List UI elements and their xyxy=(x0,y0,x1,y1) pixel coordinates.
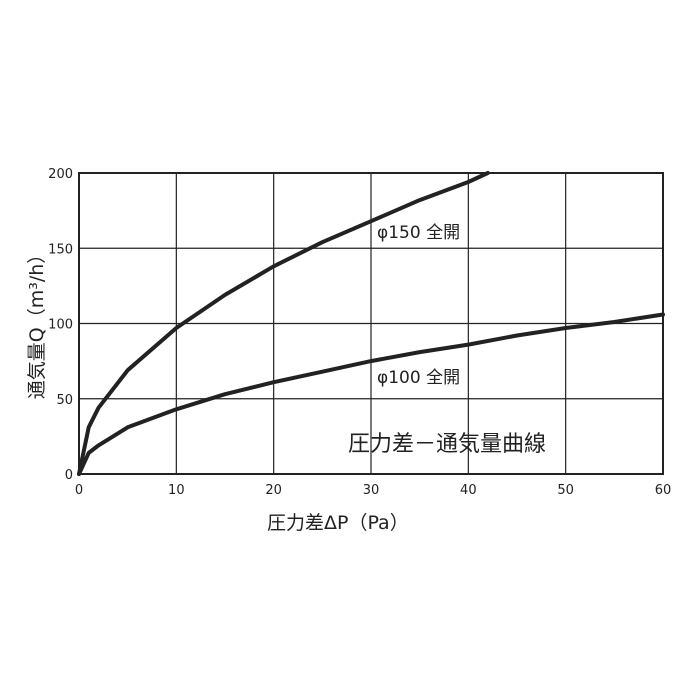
x-tick-label: 30 xyxy=(363,483,380,498)
grid-layer xyxy=(79,173,663,474)
x-tick-label: 0 xyxy=(75,483,83,498)
x-tick-label: 10 xyxy=(168,483,185,498)
x-axis-title: 圧力差ΔP（Pa） xyxy=(267,512,409,534)
series-label-phi150: φ150 全開 xyxy=(377,223,460,243)
series-line-phi100 xyxy=(77,312,665,476)
x-tick-label: 20 xyxy=(265,483,282,498)
tick-layer: 0 10 20 30 40 50 60 0 50 100 150 200 xyxy=(48,167,671,498)
y-tick-label: 100 xyxy=(48,318,73,333)
x-tick-label: 40 xyxy=(460,483,477,498)
y-tick-label: 150 xyxy=(48,242,73,257)
chart-title: 圧力差－通気量曲線 xyxy=(348,432,546,457)
x-tick-label: 60 xyxy=(655,483,672,498)
series-label-phi100: φ100 全開 xyxy=(377,368,460,388)
series-line-phi150 xyxy=(77,171,490,476)
y-tick-label: 0 xyxy=(65,468,73,483)
y-tick-label: 50 xyxy=(56,393,73,408)
y-tick-label: 200 xyxy=(48,167,73,182)
plot-frame xyxy=(78,172,664,475)
y-axis-title: 通気量Q（m³/h） xyxy=(26,245,48,400)
x-tick-label: 50 xyxy=(557,483,574,498)
series-layer xyxy=(77,171,665,476)
